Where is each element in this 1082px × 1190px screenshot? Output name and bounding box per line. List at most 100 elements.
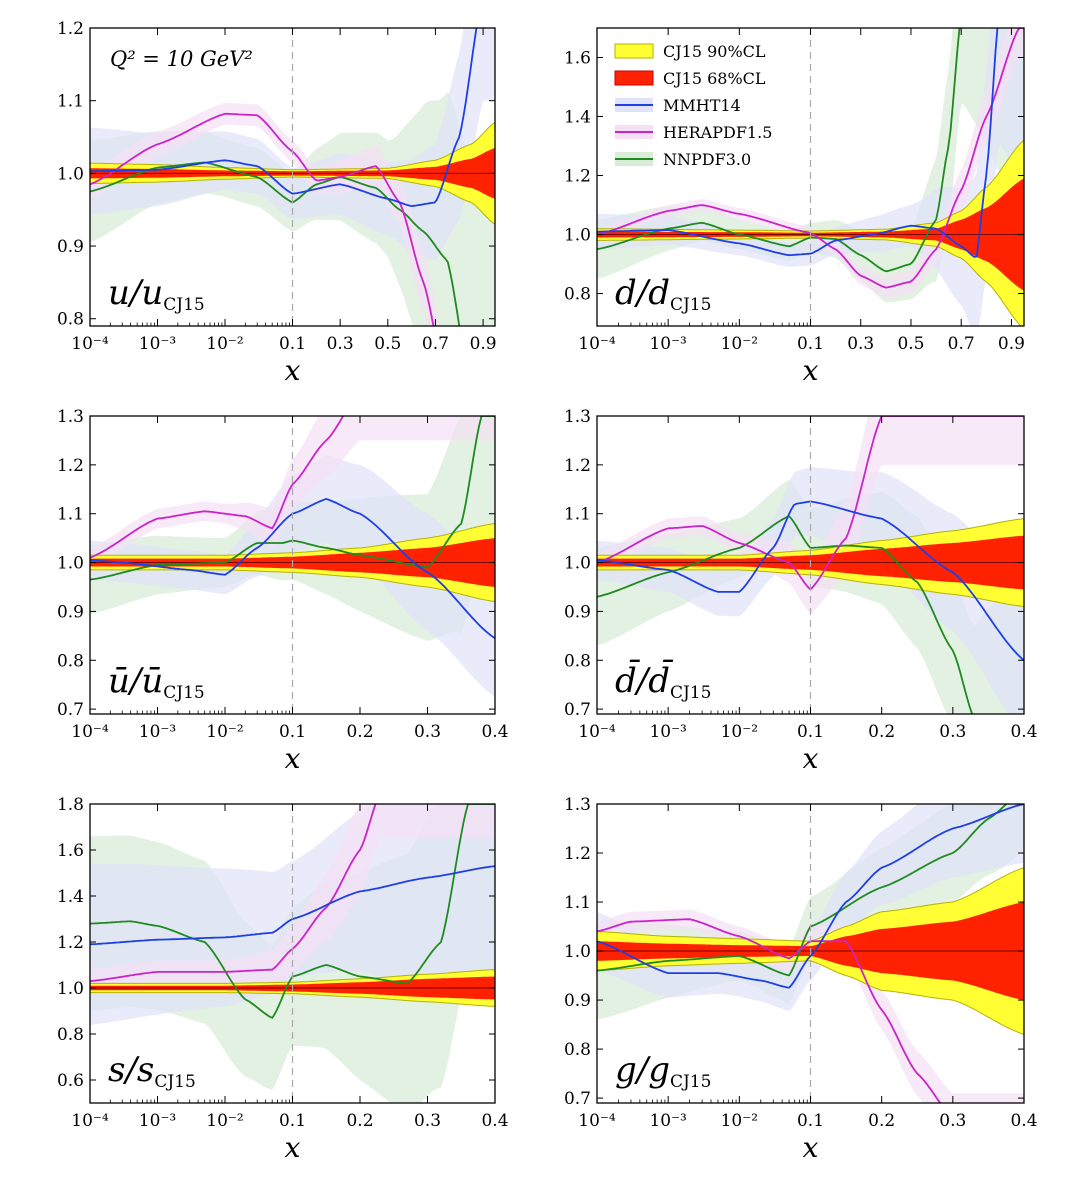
x-tick-label: 10⁻³ [139, 722, 176, 742]
y-tick-label: 0.7 [57, 700, 84, 720]
y-tick-label: 0.8 [564, 285, 591, 305]
mmht-band [597, 467, 1024, 714]
panel-dbar: 0.7 0.8 0.9 1.0 1.1 1.2 1.3 10⁻⁴ 10⁻³ 10⁻² 0.1 0.2 0… [564, 407, 1038, 775]
ratio-subscript: CJ15 [163, 683, 204, 703]
x-tick-label: 10⁻⁴ [578, 1111, 616, 1131]
ratio-subscript: CJ15 [163, 295, 204, 315]
x-axis-label: x [803, 1131, 819, 1164]
x-tick-label: 0.3 [847, 334, 874, 354]
x-tick-label: 0.3 [939, 722, 966, 742]
x-axis-label: x [803, 742, 819, 775]
x-tick-label: 10⁻² [206, 1111, 243, 1131]
q2-annotation: Q² = 10 GeV² [110, 47, 253, 71]
ratio-label: g/gCJ15 [615, 1050, 711, 1092]
x-tick-label: 10⁻³ [649, 1111, 686, 1131]
x-tick-label: 0.7 [948, 334, 975, 354]
legend-label: CJ15 90%CL [663, 42, 766, 61]
ratio-label: d/dCJ15 [615, 273, 711, 315]
legend-label: HERAPDF1.5 [663, 123, 772, 142]
legend-swatch-band [614, 43, 654, 59]
ratio-subscript: CJ15 [670, 683, 711, 703]
ratio-subscript: CJ15 [154, 1072, 195, 1092]
x-tick-label: 0.1 [279, 334, 306, 354]
x-tick-label: 0.5 [897, 334, 924, 354]
y-tick-label: 1.2 [57, 933, 84, 953]
y-tick-label: 0.9 [564, 602, 591, 622]
x-tick-label: 10⁻² [721, 722, 758, 742]
ratio-label: s/sCJ15 [108, 1050, 196, 1092]
y-tick-label: 0.9 [564, 991, 591, 1011]
y-tick-label: 1.6 [564, 49, 591, 69]
x-tick-label: 0.1 [797, 334, 824, 354]
y-tick-label: 0.8 [57, 651, 84, 671]
y-tick-label: 1.1 [564, 505, 591, 525]
ratio-main: d/d [615, 273, 670, 313]
panel-s: 0.6 0.8 1.0 1.2 1.4 1.6 1.8 10⁻⁴ 10⁻³ 10⁻² 0.1 0.2 0… [57, 795, 509, 1164]
x-tick-label: 10⁻⁴ [71, 1111, 109, 1131]
y-tick-label: 1.0 [57, 164, 84, 184]
x-tick-label: 0.3 [414, 1111, 441, 1131]
panel-g: 0.7 0.8 0.9 1.0 1.1 1.2 1.3 10⁻⁴ 10⁻³ 10⁻² 0.1 0.2 0… [564, 795, 1038, 1164]
y-tick-label: 1.2 [564, 167, 591, 187]
x-tick-label: 0.4 [481, 1111, 508, 1131]
x-tick-label: 0.2 [346, 722, 373, 742]
legend-label: MMHT14 [663, 96, 741, 115]
y-tick-label: 1.2 [564, 844, 591, 864]
x-tick-label: 0.4 [481, 722, 508, 742]
x-tick-label: 0.1 [279, 722, 306, 742]
x-tick-label: 0.5 [374, 334, 401, 354]
y-tick-label: 1.1 [564, 893, 591, 913]
x-tick-label: 10⁻³ [139, 334, 176, 354]
y-tick-label: 1.0 [564, 942, 591, 962]
y-tick-label: 0.9 [57, 602, 84, 622]
y-tick-label: 1.2 [564, 456, 591, 476]
panel-ubar: 0.7 0.8 0.9 1.0 1.1 1.2 1.3 10⁻⁴ 10⁻³ 10⁻² 0.1 0.2 0… [57, 407, 509, 775]
x-tick-label: 0.1 [797, 722, 824, 742]
legend-label: NNPDF3.0 [663, 150, 751, 169]
y-tick-label: 1.0 [57, 979, 84, 999]
x-tick-label: 10⁻⁴ [71, 722, 109, 742]
panel-d: 0.8 1.0 1.2 1.4 1.6 10⁻⁴ 10⁻³ 10⁻² 0.1 0.3 0.5 0.7 0… [564, 27, 1025, 387]
ratio-subscript: CJ15 [670, 1072, 711, 1092]
y-tick-label: 1.1 [57, 92, 84, 112]
legend-label: CJ15 68%CL [663, 69, 766, 88]
y-tick-label: 0.8 [564, 651, 591, 671]
y-tick-label: 1.4 [564, 108, 591, 128]
y-tick-label: 0.8 [57, 1025, 84, 1045]
y-tick-label: 0.7 [564, 1089, 591, 1109]
ratio-label: ū/ūCJ15 [108, 661, 205, 703]
mmht-band [597, 28, 1024, 326]
legend-swatch-band [614, 70, 654, 86]
hera-band [90, 102, 441, 326]
x-tick-label: 0.2 [868, 1111, 895, 1131]
y-tick-label: 1.0 [564, 226, 591, 246]
x-axis-label: x [285, 742, 301, 775]
x-tick-label: 0.1 [279, 1111, 306, 1131]
panel-u: 0.8 0.9 1.0 1.1 1.2 10⁻⁴ 10⁻³ 10⁻² 0.1 0.3 0.5 0.7 0… [57, 19, 497, 387]
y-tick-label: 0.6 [57, 1071, 84, 1091]
y-tick-label: 1.2 [57, 19, 84, 39]
ratio-main: g/g [615, 1050, 670, 1090]
x-tick-label: 10⁻³ [649, 722, 686, 742]
x-tick-label: 10⁻² [206, 722, 243, 742]
y-tick-label: 1.3 [564, 407, 591, 427]
ratio-main: ū/ū [108, 661, 163, 701]
nnpdf-line [597, 515, 974, 714]
x-tick-label: 10⁻² [206, 334, 243, 354]
x-tick-label: 0.7 [422, 334, 449, 354]
x-tick-label: 10⁻³ [139, 1111, 176, 1131]
y-tick-label: 1.0 [57, 554, 84, 574]
x-tick-label: 10⁻² [721, 334, 758, 354]
y-tick-label: 1.0 [564, 554, 591, 574]
mmht-line [597, 804, 1024, 989]
y-tick-label: 0.9 [57, 237, 84, 257]
x-tick-label: 10⁻² [721, 1111, 758, 1131]
mmht-line [597, 28, 999, 258]
y-tick-label: 1.3 [57, 407, 84, 427]
y-tick-label: 1.1 [57, 505, 84, 525]
x-tick-label: 10⁻⁴ [71, 334, 109, 354]
ratio-label: u/uCJ15 [108, 273, 205, 315]
plot-area [597, 804, 1024, 1103]
hera-line [90, 416, 345, 559]
